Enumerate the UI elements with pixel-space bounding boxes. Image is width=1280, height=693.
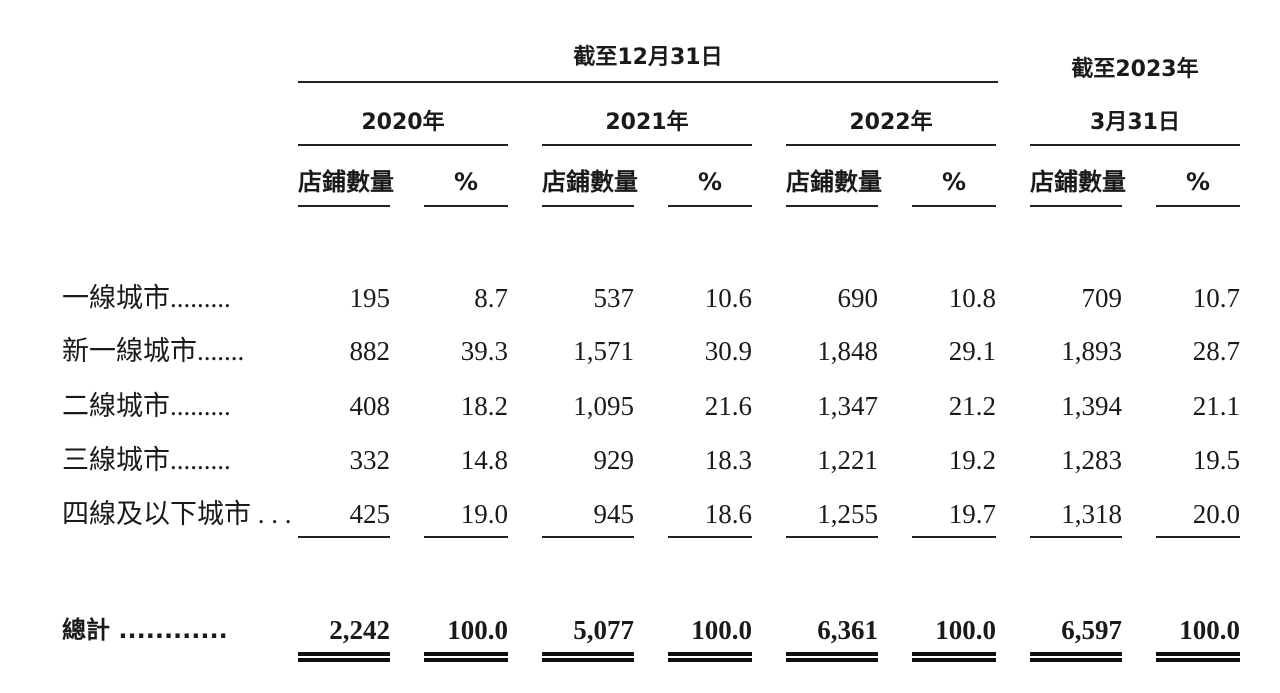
total-double-rule-pct-2023 — [1156, 652, 1240, 662]
header-rule-2021 — [542, 144, 752, 146]
cell-count-2022: 690 — [837, 283, 879, 313]
cell-count-2020: 425 — [349, 499, 391, 529]
cell-pct-2021: 30.9 — [704, 336, 752, 366]
total-double-rule-count-2023 — [1030, 652, 1122, 662]
cell-pct-2020: 8.7 — [474, 283, 508, 313]
cell-count-2022: 1,255 — [817, 499, 878, 529]
cell-count-2020: 195 — [349, 283, 391, 313]
cell-pct-2020: 39.3 — [460, 336, 508, 366]
col-header-count-2022: 店鋪數量 — [786, 168, 882, 196]
subtotal-rule-pct-2021 — [668, 536, 752, 538]
subtotal-rule-count-2022 — [786, 536, 878, 538]
cell-pct-2020: 14.8 — [460, 445, 508, 475]
subtotal-rule-count-2023 — [1030, 536, 1122, 538]
col-rule-count-2021 — [542, 205, 634, 207]
row-label: 新一線城市....... — [62, 336, 245, 366]
col-rule-count-2020 — [298, 205, 390, 207]
total-double-rule-count-2021 — [542, 652, 634, 662]
cell-count-2023: 1,283 — [1061, 445, 1122, 475]
cell-count-2023: 709 — [1081, 283, 1123, 313]
cell-pct-2022: 10.8 — [948, 283, 996, 313]
col-header-count-2023: 店鋪數量 — [1030, 168, 1126, 196]
col-rule-pct-2022 — [912, 205, 996, 207]
col-rule-pct-2021 — [668, 205, 752, 207]
total-label: 總計 ............ — [62, 616, 228, 644]
cell-pct-2022: 19.7 — [948, 499, 996, 529]
cell-pct-2023: 20.0 — [1192, 499, 1240, 529]
cell-pct-2021: 21.6 — [704, 391, 752, 421]
cell-count-2023: 1,893 — [1061, 336, 1122, 366]
cell-pct-2023: 19.5 — [1192, 445, 1240, 475]
header-year-2022: 2022年 — [849, 110, 933, 135]
cell-pct-2020: 19.0 — [460, 499, 508, 529]
subtotal-rule-count-2020 — [298, 536, 390, 538]
cell-count-2022: 1,848 — [817, 336, 878, 366]
total-pct-2022: 100.0 — [935, 615, 996, 645]
subtotal-rule-pct-2023 — [1156, 536, 1240, 538]
cell-count-2021: 945 — [593, 499, 635, 529]
total-count-2020: 2,242 — [329, 615, 390, 645]
col-rule-pct-2020 — [424, 205, 508, 207]
cell-pct-2023: 21.1 — [1192, 391, 1240, 421]
total-double-rule-pct-2020 — [424, 652, 508, 662]
cell-pct-2021: 18.6 — [704, 499, 752, 529]
cell-count-2021: 537 — [593, 283, 635, 313]
header-rule-group1 — [298, 81, 998, 83]
col-header-pct-2022: % — [941, 168, 967, 196]
col-header-count-2020: 店鋪數量 — [298, 168, 394, 196]
cell-count-2023: 1,318 — [1061, 499, 1122, 529]
col-header-count-2021: 店鋪數量 — [542, 168, 638, 196]
subtotal-rule-pct-2020 — [424, 536, 508, 538]
subtotal-rule-count-2021 — [542, 536, 634, 538]
header-as-of-2023: 截至2023年 — [1071, 57, 1199, 82]
total-double-rule-count-2022 — [786, 652, 878, 662]
col-header-pct-2020: % — [453, 168, 479, 196]
header-rule-2023 — [1030, 144, 1240, 146]
header-year-2020: 2020年 — [361, 110, 445, 135]
cell-pct-2021: 18.3 — [704, 445, 752, 475]
cell-count-2020: 332 — [349, 445, 391, 475]
header-as-of-dec-31: 截至12月31日 — [573, 45, 723, 70]
row-label: 三線城市......... — [62, 445, 231, 475]
cell-pct-2022: 29.1 — [948, 336, 996, 366]
cell-count-2020: 882 — [349, 336, 391, 366]
cell-pct-2021: 10.6 — [704, 283, 752, 313]
header-mar-31: 3月31日 — [1090, 110, 1180, 135]
col-rule-count-2022 — [786, 205, 878, 207]
cell-count-2022: 1,347 — [817, 391, 878, 421]
row-label: 一線城市......... — [62, 283, 231, 313]
header-year-2021: 2021年 — [605, 110, 689, 135]
total-pct-2021: 100.0 — [691, 615, 752, 645]
cell-pct-2023: 10.7 — [1192, 283, 1240, 313]
header-rule-2020 — [298, 144, 508, 146]
cell-count-2021: 929 — [593, 445, 635, 475]
cell-count-2023: 1,394 — [1061, 391, 1122, 421]
cell-count-2020: 408 — [349, 391, 391, 421]
cell-pct-2022: 19.2 — [948, 445, 996, 475]
total-count-2022: 6,361 — [817, 615, 878, 645]
col-rule-count-2023 — [1030, 205, 1122, 207]
row-label: 二線城市......... — [62, 391, 231, 421]
subtotal-rule-pct-2022 — [912, 536, 996, 538]
cell-pct-2022: 21.2 — [948, 391, 996, 421]
col-header-pct-2023: % — [1185, 168, 1211, 196]
cell-pct-2020: 18.2 — [460, 391, 508, 421]
total-pct-2020: 100.0 — [447, 615, 508, 645]
cell-count-2021: 1,095 — [573, 391, 634, 421]
cell-count-2021: 1,571 — [573, 336, 634, 366]
header-rule-2022 — [786, 144, 996, 146]
cell-pct-2023: 28.7 — [1192, 336, 1240, 366]
total-count-2021: 5,077 — [573, 615, 634, 645]
total-pct-2023: 100.0 — [1179, 615, 1240, 645]
total-count-2023: 6,597 — [1061, 615, 1122, 645]
col-rule-pct-2023 — [1156, 205, 1240, 207]
row-label: 四線及以下城市 . . . — [62, 499, 292, 529]
cell-count-2022: 1,221 — [817, 445, 878, 475]
total-double-rule-pct-2021 — [668, 652, 752, 662]
total-double-rule-pct-2022 — [912, 652, 996, 662]
col-header-pct-2021: % — [697, 168, 723, 196]
total-double-rule-count-2020 — [298, 652, 390, 662]
